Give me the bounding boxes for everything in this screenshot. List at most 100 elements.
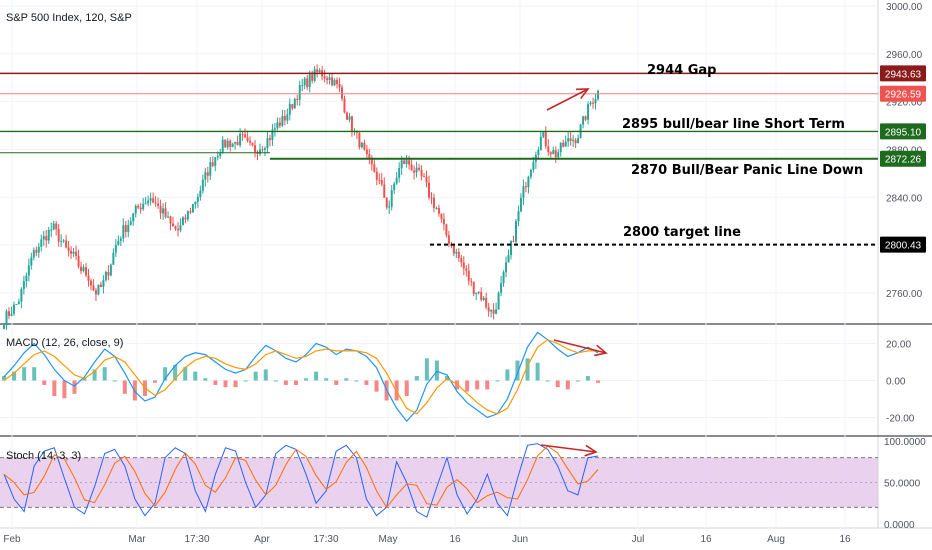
candle-body xyxy=(589,102,592,105)
macd-histogram-bar xyxy=(525,358,530,381)
candle-body xyxy=(423,176,426,178)
candle-body xyxy=(241,133,244,135)
candle-body xyxy=(554,150,557,158)
candle-body xyxy=(10,313,13,316)
candle-body xyxy=(542,132,545,137)
candle-body xyxy=(529,169,532,177)
candle-body xyxy=(20,288,23,302)
price-tag-label: 2926.59 xyxy=(885,90,922,101)
candle-body xyxy=(360,142,363,148)
candle-body xyxy=(350,116,353,133)
candle-body xyxy=(569,138,572,141)
macd-histogram-bar xyxy=(374,380,379,392)
macd-histogram-bar xyxy=(414,376,419,381)
candle-body xyxy=(15,303,18,305)
macd-histogram-bar xyxy=(314,371,319,381)
candle-body xyxy=(266,138,269,149)
candle-body xyxy=(425,176,428,183)
candle-body xyxy=(440,213,443,219)
macd-axis-tick-label: -20.00 xyxy=(886,414,915,425)
arrow-layer xyxy=(540,88,608,457)
candle-body xyxy=(204,172,207,180)
candle-body xyxy=(470,280,473,282)
price-candles xyxy=(3,64,599,330)
candle-body xyxy=(557,152,560,158)
macd-histogram-bar xyxy=(424,358,429,381)
candle-body xyxy=(65,240,68,248)
panic-line-annotation: 2870 Bull/Bear Panic Line Down xyxy=(631,163,863,178)
macd-axis-tick-label: 20.00 xyxy=(886,340,911,351)
candle-body xyxy=(254,145,257,152)
candle-body xyxy=(567,138,570,142)
candle-body xyxy=(286,114,289,121)
macd-histogram-bar xyxy=(283,380,288,385)
candle-body xyxy=(60,241,63,243)
candle-body xyxy=(507,254,510,263)
time-axis-tick-label: 16 xyxy=(839,534,851,545)
candle-body xyxy=(107,271,110,276)
macd-histogram-bar xyxy=(163,367,168,381)
candle-body xyxy=(132,213,135,222)
candle-body xyxy=(211,162,214,166)
candle-body xyxy=(420,169,423,177)
macd-histogram-bar xyxy=(545,380,550,382)
time-axis-tick-label: Aug xyxy=(767,534,785,545)
candle-body xyxy=(410,164,413,171)
candle-body xyxy=(268,138,271,141)
candle-body xyxy=(288,104,291,115)
candle-body xyxy=(514,221,517,242)
candle-body xyxy=(460,257,463,263)
candle-body xyxy=(37,246,40,253)
candle-body xyxy=(134,205,137,214)
candle-body xyxy=(30,257,33,266)
candle-body xyxy=(472,281,475,294)
time-axis-tick-label: Feb xyxy=(3,534,21,545)
candle-body xyxy=(587,104,590,120)
macd-histogram-bar xyxy=(505,369,510,381)
macd-histogram-bar xyxy=(153,380,158,383)
candle-body xyxy=(186,211,189,220)
candle-body xyxy=(552,150,555,155)
stoch-layer xyxy=(3,443,599,518)
candle-body xyxy=(122,225,125,239)
candle-body xyxy=(475,292,478,294)
candle-body xyxy=(323,76,326,79)
candle-body xyxy=(408,160,411,165)
candle-body xyxy=(457,251,460,258)
candle-body xyxy=(512,241,515,243)
candle-body xyxy=(572,139,575,141)
candle-body xyxy=(393,183,396,191)
candle-body xyxy=(452,245,455,254)
time-axis-tick-label: Apr xyxy=(254,534,270,545)
candle-body xyxy=(517,211,520,222)
candle-body xyxy=(199,190,202,198)
candle-body xyxy=(418,167,421,170)
candle-body xyxy=(333,79,336,86)
candle-body xyxy=(348,116,351,120)
candle-body xyxy=(276,122,279,129)
candle-body xyxy=(229,140,232,147)
candle-body xyxy=(89,280,92,286)
time-axis-tick-label: 17:30 xyxy=(184,534,209,545)
candle-body xyxy=(144,203,147,205)
price-axis-tick-label: 2920.00 xyxy=(886,98,923,109)
candle-body xyxy=(467,270,470,281)
candle-body xyxy=(42,236,45,240)
candle-body xyxy=(462,262,465,269)
candle-body xyxy=(70,250,73,254)
candle-body xyxy=(75,251,78,256)
time-axis-tick-label: May xyxy=(379,534,398,545)
candle-body xyxy=(584,116,587,120)
macd-histogram-bar xyxy=(364,380,369,385)
candle-body xyxy=(82,267,85,272)
candle-body xyxy=(574,139,577,144)
candle-body xyxy=(301,85,304,87)
candle-body xyxy=(209,162,212,176)
candle-body xyxy=(224,139,227,148)
price-axis-tick-label: 3000.00 xyxy=(886,2,923,13)
candle-body xyxy=(47,229,50,241)
candle-body xyxy=(577,137,580,144)
signal-line xyxy=(3,339,598,415)
candle-body xyxy=(505,262,508,273)
